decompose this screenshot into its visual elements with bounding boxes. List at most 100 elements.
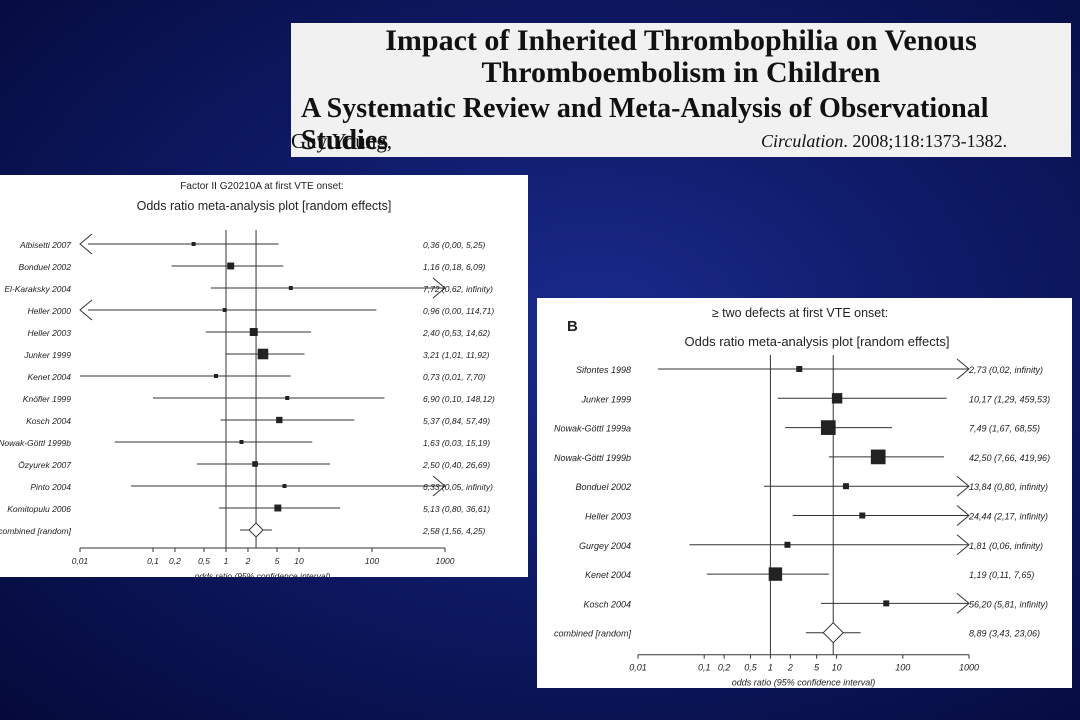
study-name: Junker 1999 (23, 350, 71, 360)
study-name: Junker 1999 (580, 394, 631, 404)
x-tick-label: 100 (895, 663, 910, 673)
x-tick-label: 10 (294, 556, 304, 566)
study-or-label: 0,73 (0,01, 7,70) (423, 372, 486, 382)
x-tick-label: 2 (787, 663, 793, 673)
study-name: Kosch 2004 (26, 416, 71, 426)
study-point-box (859, 512, 866, 519)
citation-details: . 2008;118:1373-1382. (843, 131, 1008, 151)
x-tick-label: 100 (365, 556, 379, 566)
ci-right-arrow (956, 593, 970, 614)
ci-right-arrow (956, 534, 970, 556)
study-point-box (796, 366, 803, 372)
study-or-label: 1,19 (0,11, 7,65) (969, 570, 1034, 580)
study-point-box (239, 440, 244, 444)
x-axis-label: odds ratio (95% confidence interval) (195, 571, 331, 577)
study-point-box (831, 393, 843, 404)
x-tick-label: 5 (275, 556, 280, 566)
forest-plot-b-svg: B ≥ two defects at first VTE onset: Odds r… (554, 306, 1050, 688)
study-name: Nowak-Göttl 1999b (554, 453, 631, 463)
study-name: Heller 2003 (585, 512, 631, 522)
chart-title-line2: Odds ratio meta-analysis plot [random ef… (137, 199, 392, 213)
study-point-box (274, 504, 282, 512)
study-point-box (870, 449, 886, 465)
x-tick-label: 2 (245, 556, 251, 566)
ci-left-arrow (79, 299, 93, 321)
x-tick-label: 0,2 (718, 663, 731, 673)
chart-title-line1: Factor II G20210A at first VTE onset: (180, 181, 343, 192)
study-name: Komitopulu 2006 (7, 504, 71, 514)
study-point-box (214, 374, 219, 378)
study-or-label: 56,20 (5,81, infinity) (969, 599, 1048, 609)
x-tick-label: 0,5 (744, 663, 758, 673)
study-name: Heller 2003 (28, 328, 72, 338)
study-or-label: 2,73 (0,02, infinity) (968, 365, 1043, 375)
study-point-box (257, 348, 269, 360)
study-point-box (842, 483, 849, 490)
study-point-box (285, 396, 290, 400)
x-tick-label: 0,2 (169, 556, 181, 566)
study-name: El-Karaksky 2004 (4, 284, 71, 294)
study-or-label: 3,21 (1,01, 11,92) (423, 350, 490, 360)
x-tick-label: 1 (224, 556, 229, 566)
x-tick-label: 0,1 (147, 556, 159, 566)
study-point-box (249, 328, 258, 336)
study-name: Bonduel 2002 (19, 262, 72, 272)
combined-diamond (248, 522, 264, 538)
forest-plot-factor-ii: Factor II G20210A at first VTE onset: Odd… (0, 175, 528, 577)
combined-name: combined [random] (0, 526, 72, 536)
ci-right-arrow (432, 475, 446, 497)
ci-right-arrow (432, 277, 446, 299)
study-or-label: 24,44 (2,17, infinity) (968, 512, 1048, 522)
study-point-box (820, 420, 836, 435)
forest-plot-two-defects: B ≥ two defects at first VTE onset: Odds r… (537, 298, 1072, 688)
study-point-box (222, 308, 227, 312)
study-name: Sifontes 1998 (576, 365, 631, 375)
study-or-label: 5,13 (0,80, 36,61) (423, 504, 490, 514)
x-tick-label: 10 (832, 663, 842, 673)
study-name: Pinto 2004 (30, 482, 71, 492)
study-point-box (768, 567, 783, 581)
chart-title-line1: ≥ two defects at first VTE onset: (712, 306, 888, 320)
study-point-box (784, 541, 791, 548)
study-or-label: 13,84 (0,80, infinity) (969, 482, 1048, 492)
journal-name: Circulation (761, 131, 844, 151)
ci-right-arrow (956, 358, 970, 380)
study-or-label: 2,50 (0,40, 26,69) (422, 460, 490, 470)
study-point-box (883, 600, 890, 607)
x-tick-label: 1000 (959, 663, 979, 673)
x-tick-label: 5 (814, 663, 820, 673)
combined-name: combined [random] (554, 629, 632, 639)
x-tick-label: 0,01 (629, 663, 647, 673)
article-title-line2: Thromboembolism in Children (481, 56, 881, 89)
chart-title-line2: Odds ratio meta-analysis plot [random ef… (685, 334, 950, 349)
panel-letter: B (567, 318, 578, 335)
ci-right-arrow (956, 505, 970, 526)
study-or-label: 10,17 (1,29, 459,53) (969, 394, 1050, 404)
article-title-box: Impact of Inherited Thrombophilia on Ven… (291, 23, 1071, 157)
study-or-label: 42,50 (7,66, 419,96) (969, 453, 1050, 463)
study-name: Nowak-Göttl 1999a (554, 424, 631, 434)
study-name: Kenet 2004 (28, 372, 72, 382)
x-axis-label: odds ratio (95% confidence interval) (732, 678, 876, 688)
study-point-box (191, 242, 196, 246)
study-name: Nowak-Göttl 1999b (0, 438, 71, 448)
article-title-line1: Impact of Inherited Thrombophilia on Ven… (385, 24, 977, 57)
study-or-label: 7,49 (1,67, 68,55) (969, 424, 1040, 434)
combined-or-label: 2,58 (1,56, 4,25) (422, 526, 486, 536)
ci-left-arrow (79, 233, 93, 255)
study-or-label: 1,16 (0,18, 6,09) (423, 262, 486, 272)
study-name: Knöfler 1999 (23, 394, 71, 404)
study-or-label: 2,40 (0,53, 14,62) (422, 328, 490, 338)
study-or-label: 7,72 (0,62, infinity) (423, 284, 493, 294)
article-author: Guy Young, (291, 129, 392, 153)
study-name: Heller 2000 (28, 306, 72, 316)
study-or-label: 0,36 (0,00, 5,25) (423, 240, 486, 250)
study-name: Gurgey 2004 (579, 541, 631, 551)
study-point-box (282, 484, 287, 488)
article-citation: Circulation. 2008;118:1373-1382. (761, 130, 1007, 152)
study-or-label: 1,63 (0,03, 15,19) (423, 438, 490, 448)
study-or-label: 0,96 (0,00, 114,71) (423, 306, 494, 316)
article-subtitle: A Systematic Review and Meta-Analysis of… (301, 93, 989, 156)
study-name: Bonduel 2002 (575, 482, 631, 492)
study-name: Kenet 2004 (585, 570, 631, 580)
